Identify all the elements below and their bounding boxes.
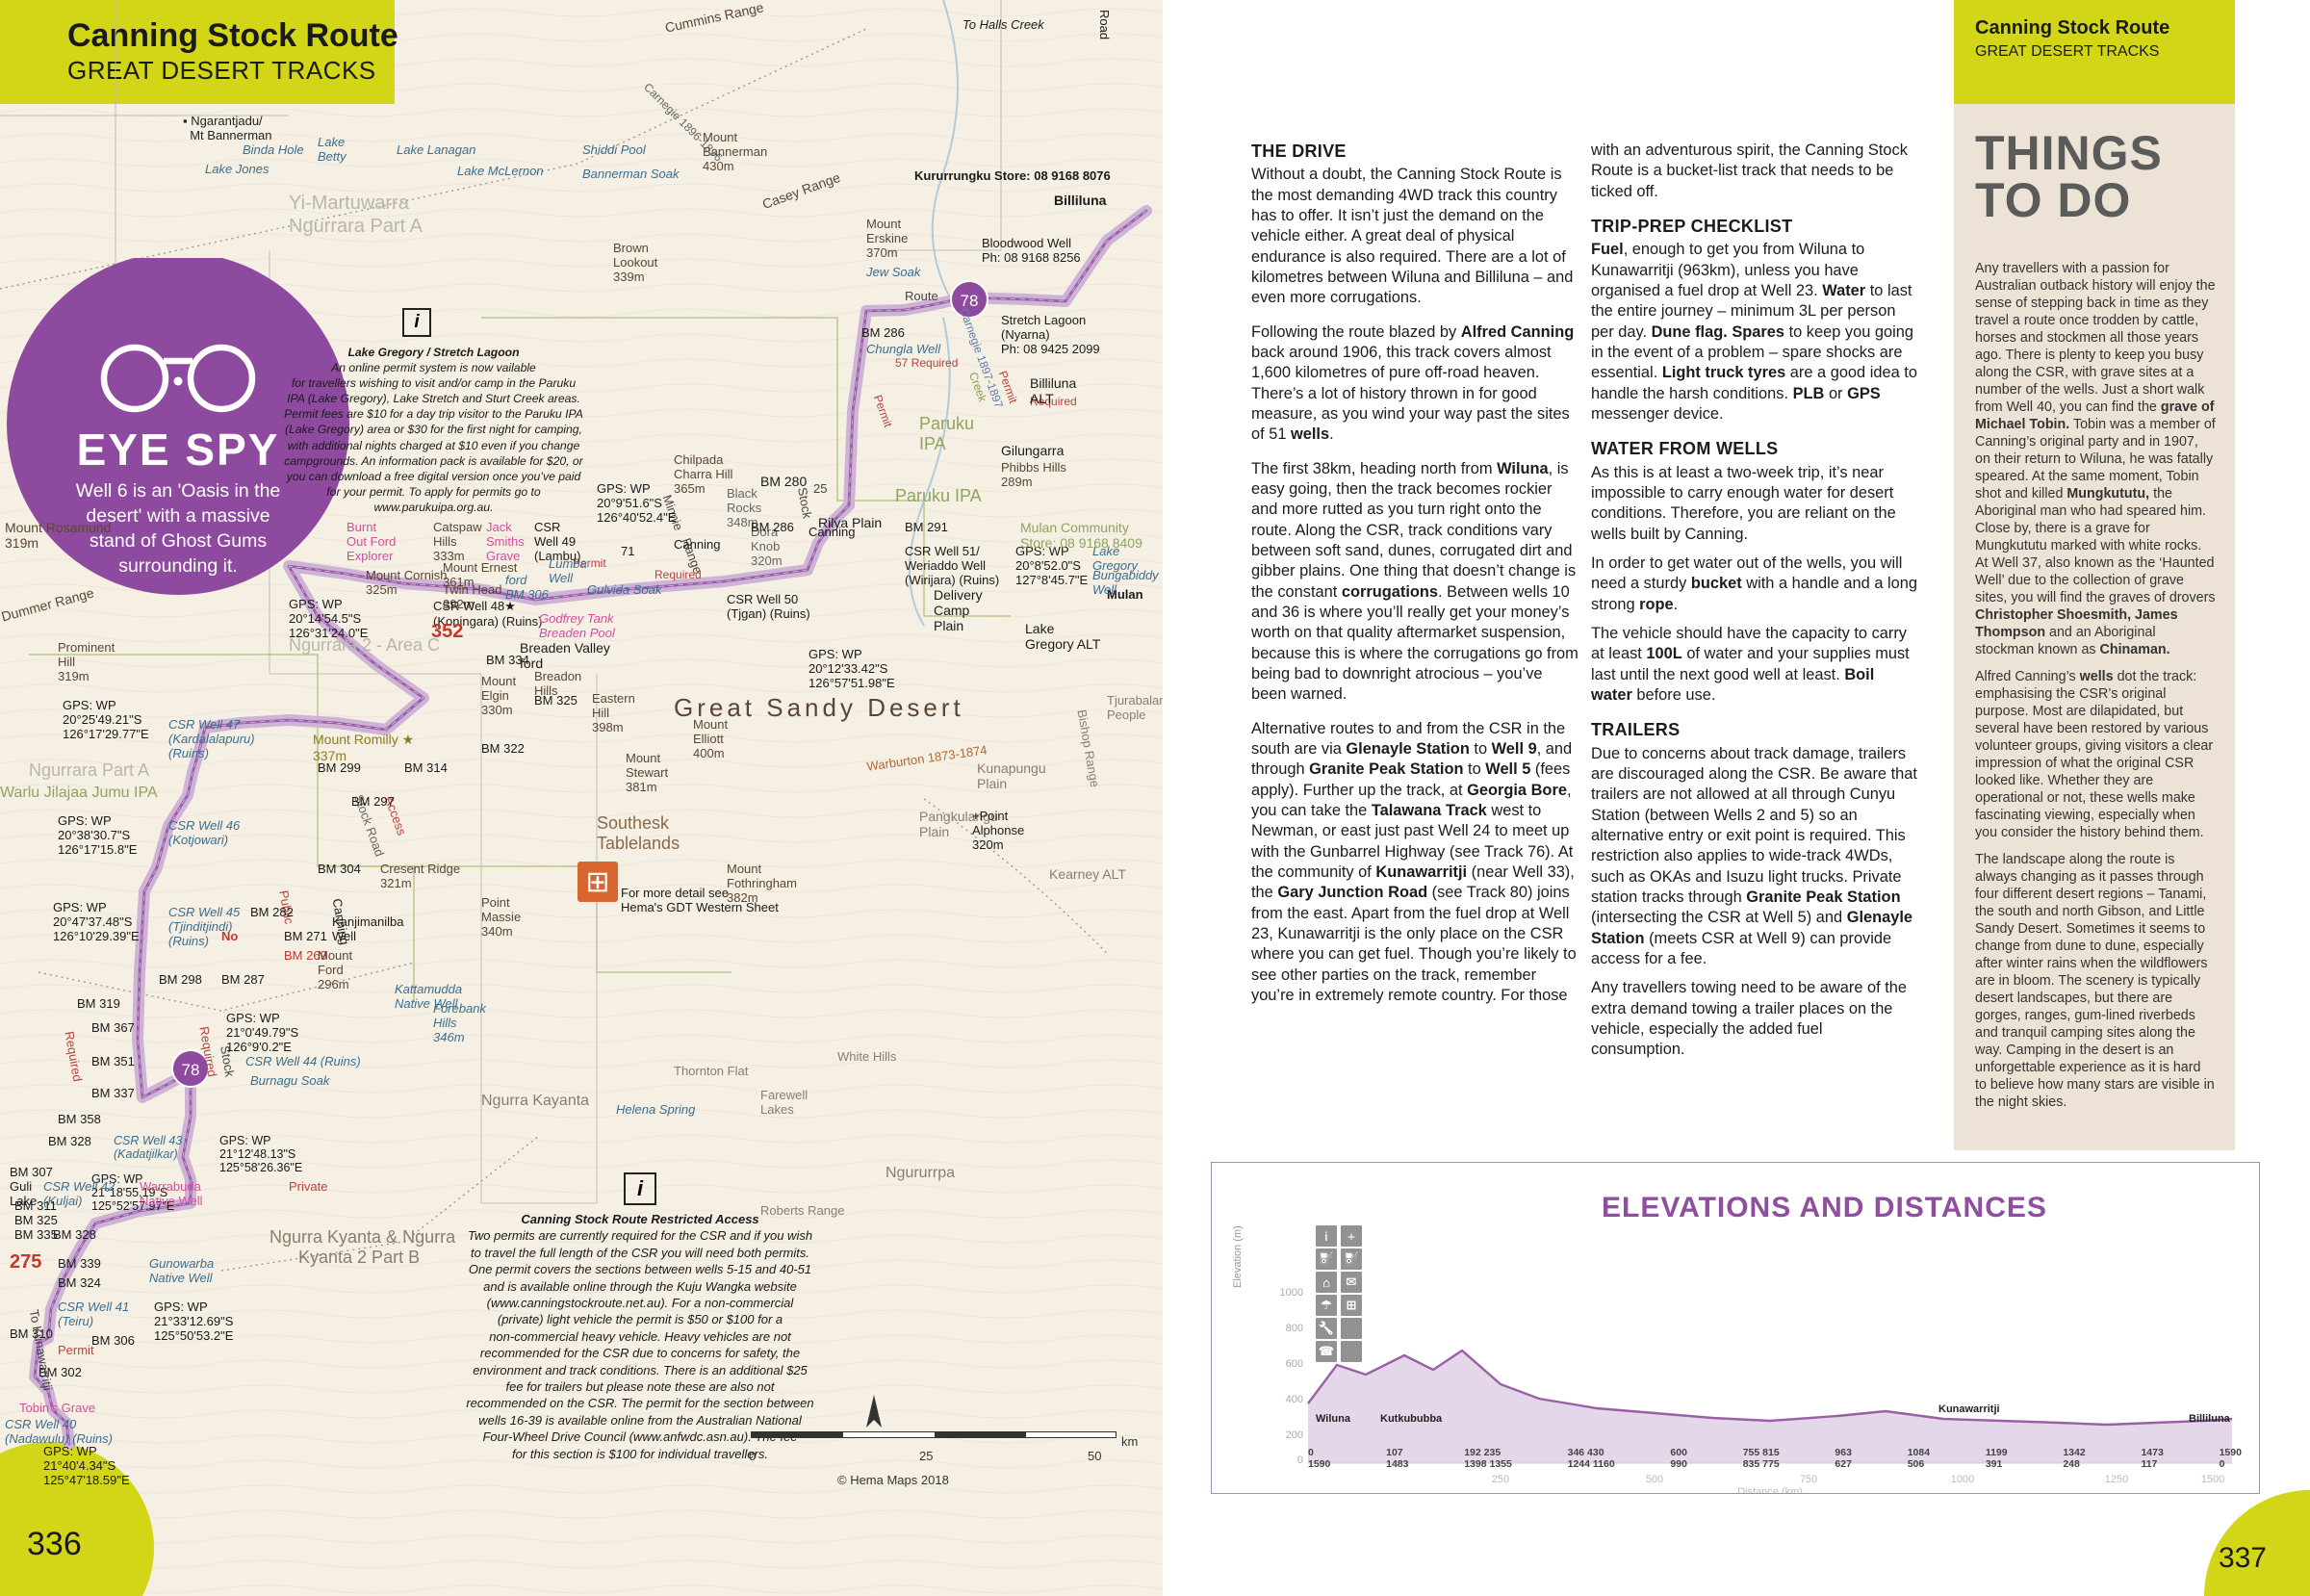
svg-text:surrounding it.: surrounding it. — [118, 555, 238, 577]
svg-text:600: 600 — [1286, 1358, 1303, 1370]
svg-text:1000: 1000 — [1951, 1474, 1974, 1485]
svg-text:0: 0 — [1297, 1454, 1303, 1466]
svg-text:200: 200 — [1286, 1429, 1303, 1441]
svg-text:Distance (km): Distance (km) — [1737, 1486, 1803, 1494]
svg-text:desert' with a massive: desert' with a massive — [86, 505, 270, 527]
svg-text:400: 400 — [1286, 1394, 1303, 1405]
svg-text:1500: 1500 — [2201, 1474, 2224, 1485]
svg-text:stand of Ghost Gums: stand of Ghost Gums — [90, 530, 268, 552]
svg-text:EYE SPY: EYE SPY — [77, 425, 280, 475]
svg-text:1250: 1250 — [2105, 1474, 2128, 1485]
svg-text:750: 750 — [1800, 1474, 1817, 1485]
svg-text:Elevation (m): Elevation (m) — [1232, 1225, 1244, 1288]
svg-text:500: 500 — [1646, 1474, 1663, 1485]
svg-text:78: 78 — [182, 1061, 200, 1079]
svg-text:1000: 1000 — [1280, 1287, 1303, 1299]
svg-text:⊞: ⊞ — [585, 866, 609, 898]
svg-text:250: 250 — [1492, 1474, 1509, 1485]
svg-text:800: 800 — [1286, 1323, 1303, 1334]
svg-text:Well 6 is an 'Oasis in the: Well 6 is an 'Oasis in the — [76, 480, 281, 502]
